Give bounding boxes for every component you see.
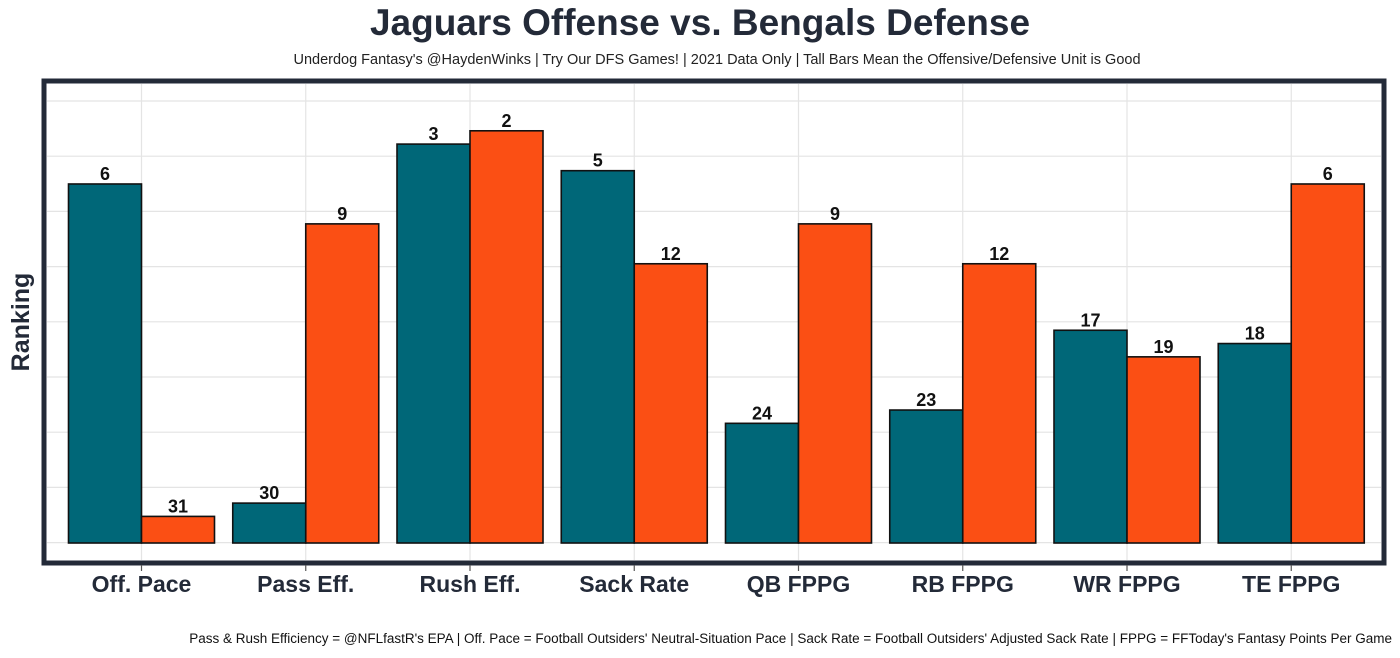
data-label: 6 bbox=[100, 164, 110, 184]
x-tick-label: Sack Rate bbox=[579, 571, 689, 597]
data-label: 31 bbox=[168, 496, 188, 516]
data-label: 9 bbox=[337, 204, 347, 224]
data-label: 3 bbox=[428, 124, 438, 144]
data-label: 12 bbox=[989, 244, 1009, 264]
x-tick-label: Pass Eff. bbox=[257, 571, 354, 597]
bar bbox=[1126, 356, 1201, 544]
bar bbox=[304, 223, 380, 544]
bar bbox=[1217, 342, 1293, 544]
bar bbox=[231, 502, 307, 544]
bar bbox=[1053, 329, 1128, 544]
data-label: 17 bbox=[1080, 310, 1100, 330]
x-tick-label: WR FPPG bbox=[1073, 571, 1180, 597]
bar bbox=[961, 262, 1037, 544]
bar bbox=[633, 262, 709, 544]
bar bbox=[724, 422, 800, 544]
data-label: 9 bbox=[830, 204, 840, 224]
bar bbox=[140, 515, 216, 544]
x-tick-label: RB FPPG bbox=[912, 571, 1014, 597]
x-tick-label: TE FPPG bbox=[1242, 571, 1340, 597]
data-label: 23 bbox=[916, 390, 936, 410]
chart-caption: Pass & Rush Efficiency = @NFLfastR's EPA… bbox=[189, 631, 1392, 646]
x-tick-label: Off. Pace bbox=[92, 571, 192, 597]
x-tick-label: Rush Eff. bbox=[420, 571, 521, 597]
bar bbox=[797, 223, 873, 544]
data-label: 30 bbox=[259, 483, 279, 503]
data-label: 5 bbox=[593, 151, 603, 171]
bar bbox=[396, 143, 471, 544]
data-label: 12 bbox=[661, 244, 681, 264]
bar bbox=[888, 409, 964, 544]
chart-subtitle: Underdog Fantasy's @HaydenWinks | Try Ou… bbox=[293, 52, 1141, 68]
x-tick-label: QB FPPG bbox=[747, 571, 851, 597]
y-axis-label: Ranking bbox=[7, 273, 35, 372]
bar bbox=[469, 129, 544, 544]
bar bbox=[560, 169, 636, 544]
bar bbox=[1290, 183, 1366, 544]
data-label: 18 bbox=[1245, 324, 1265, 344]
data-label: 19 bbox=[1153, 337, 1173, 357]
data-label: 6 bbox=[1323, 164, 1333, 184]
data-label: 2 bbox=[501, 111, 511, 131]
data-label: 24 bbox=[752, 403, 772, 423]
bar bbox=[67, 183, 143, 544]
chart-title: Jaguars Offense vs. Bengals Defense bbox=[369, 2, 1031, 43]
